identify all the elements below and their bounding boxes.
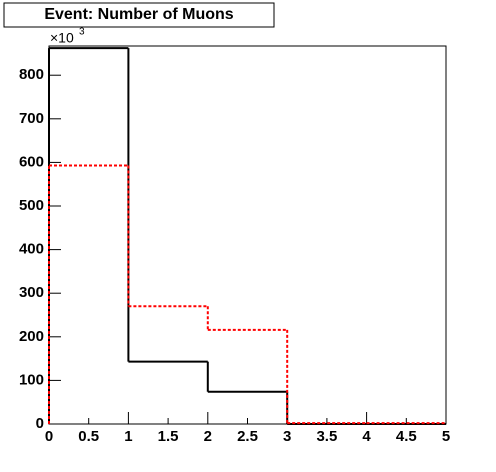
y-tick-label: 800 [19, 66, 44, 83]
y-tick-label: 600 [19, 153, 44, 170]
y-tick-label: 700 [19, 110, 44, 127]
y-tick-label: 100 [19, 371, 44, 388]
axis-multiplier: ×10 [50, 30, 74, 46]
y-tick-label: 300 [19, 284, 44, 301]
y-tick-label: 500 [19, 197, 44, 214]
y-tick-label: 400 [19, 241, 44, 258]
plot-frame [48, 45, 447, 425]
x-tick-label: 3 [283, 428, 291, 445]
x-tick-label: 1 [124, 428, 132, 445]
x-tick-label: 0 [45, 428, 53, 445]
x-tick-label: 4 [362, 428, 371, 445]
x-tick-label: 4.5 [396, 428, 417, 445]
x-tick-label: 2 [204, 428, 212, 445]
y-tick-label: 0 [36, 415, 44, 432]
x-tick-label: 1.5 [158, 428, 179, 445]
title-box [3, 2, 275, 28]
x-tick-label: 3.5 [316, 428, 337, 445]
y-tick-label: 200 [19, 328, 44, 345]
x-tick-label: 5 [442, 428, 450, 445]
x-tick-label: 2.5 [237, 428, 258, 445]
chart-title: Event: Number of Muons [44, 6, 233, 23]
axis-multiplier-exponent: 3 [79, 27, 85, 38]
x-tick-label: 0.5 [78, 428, 99, 445]
